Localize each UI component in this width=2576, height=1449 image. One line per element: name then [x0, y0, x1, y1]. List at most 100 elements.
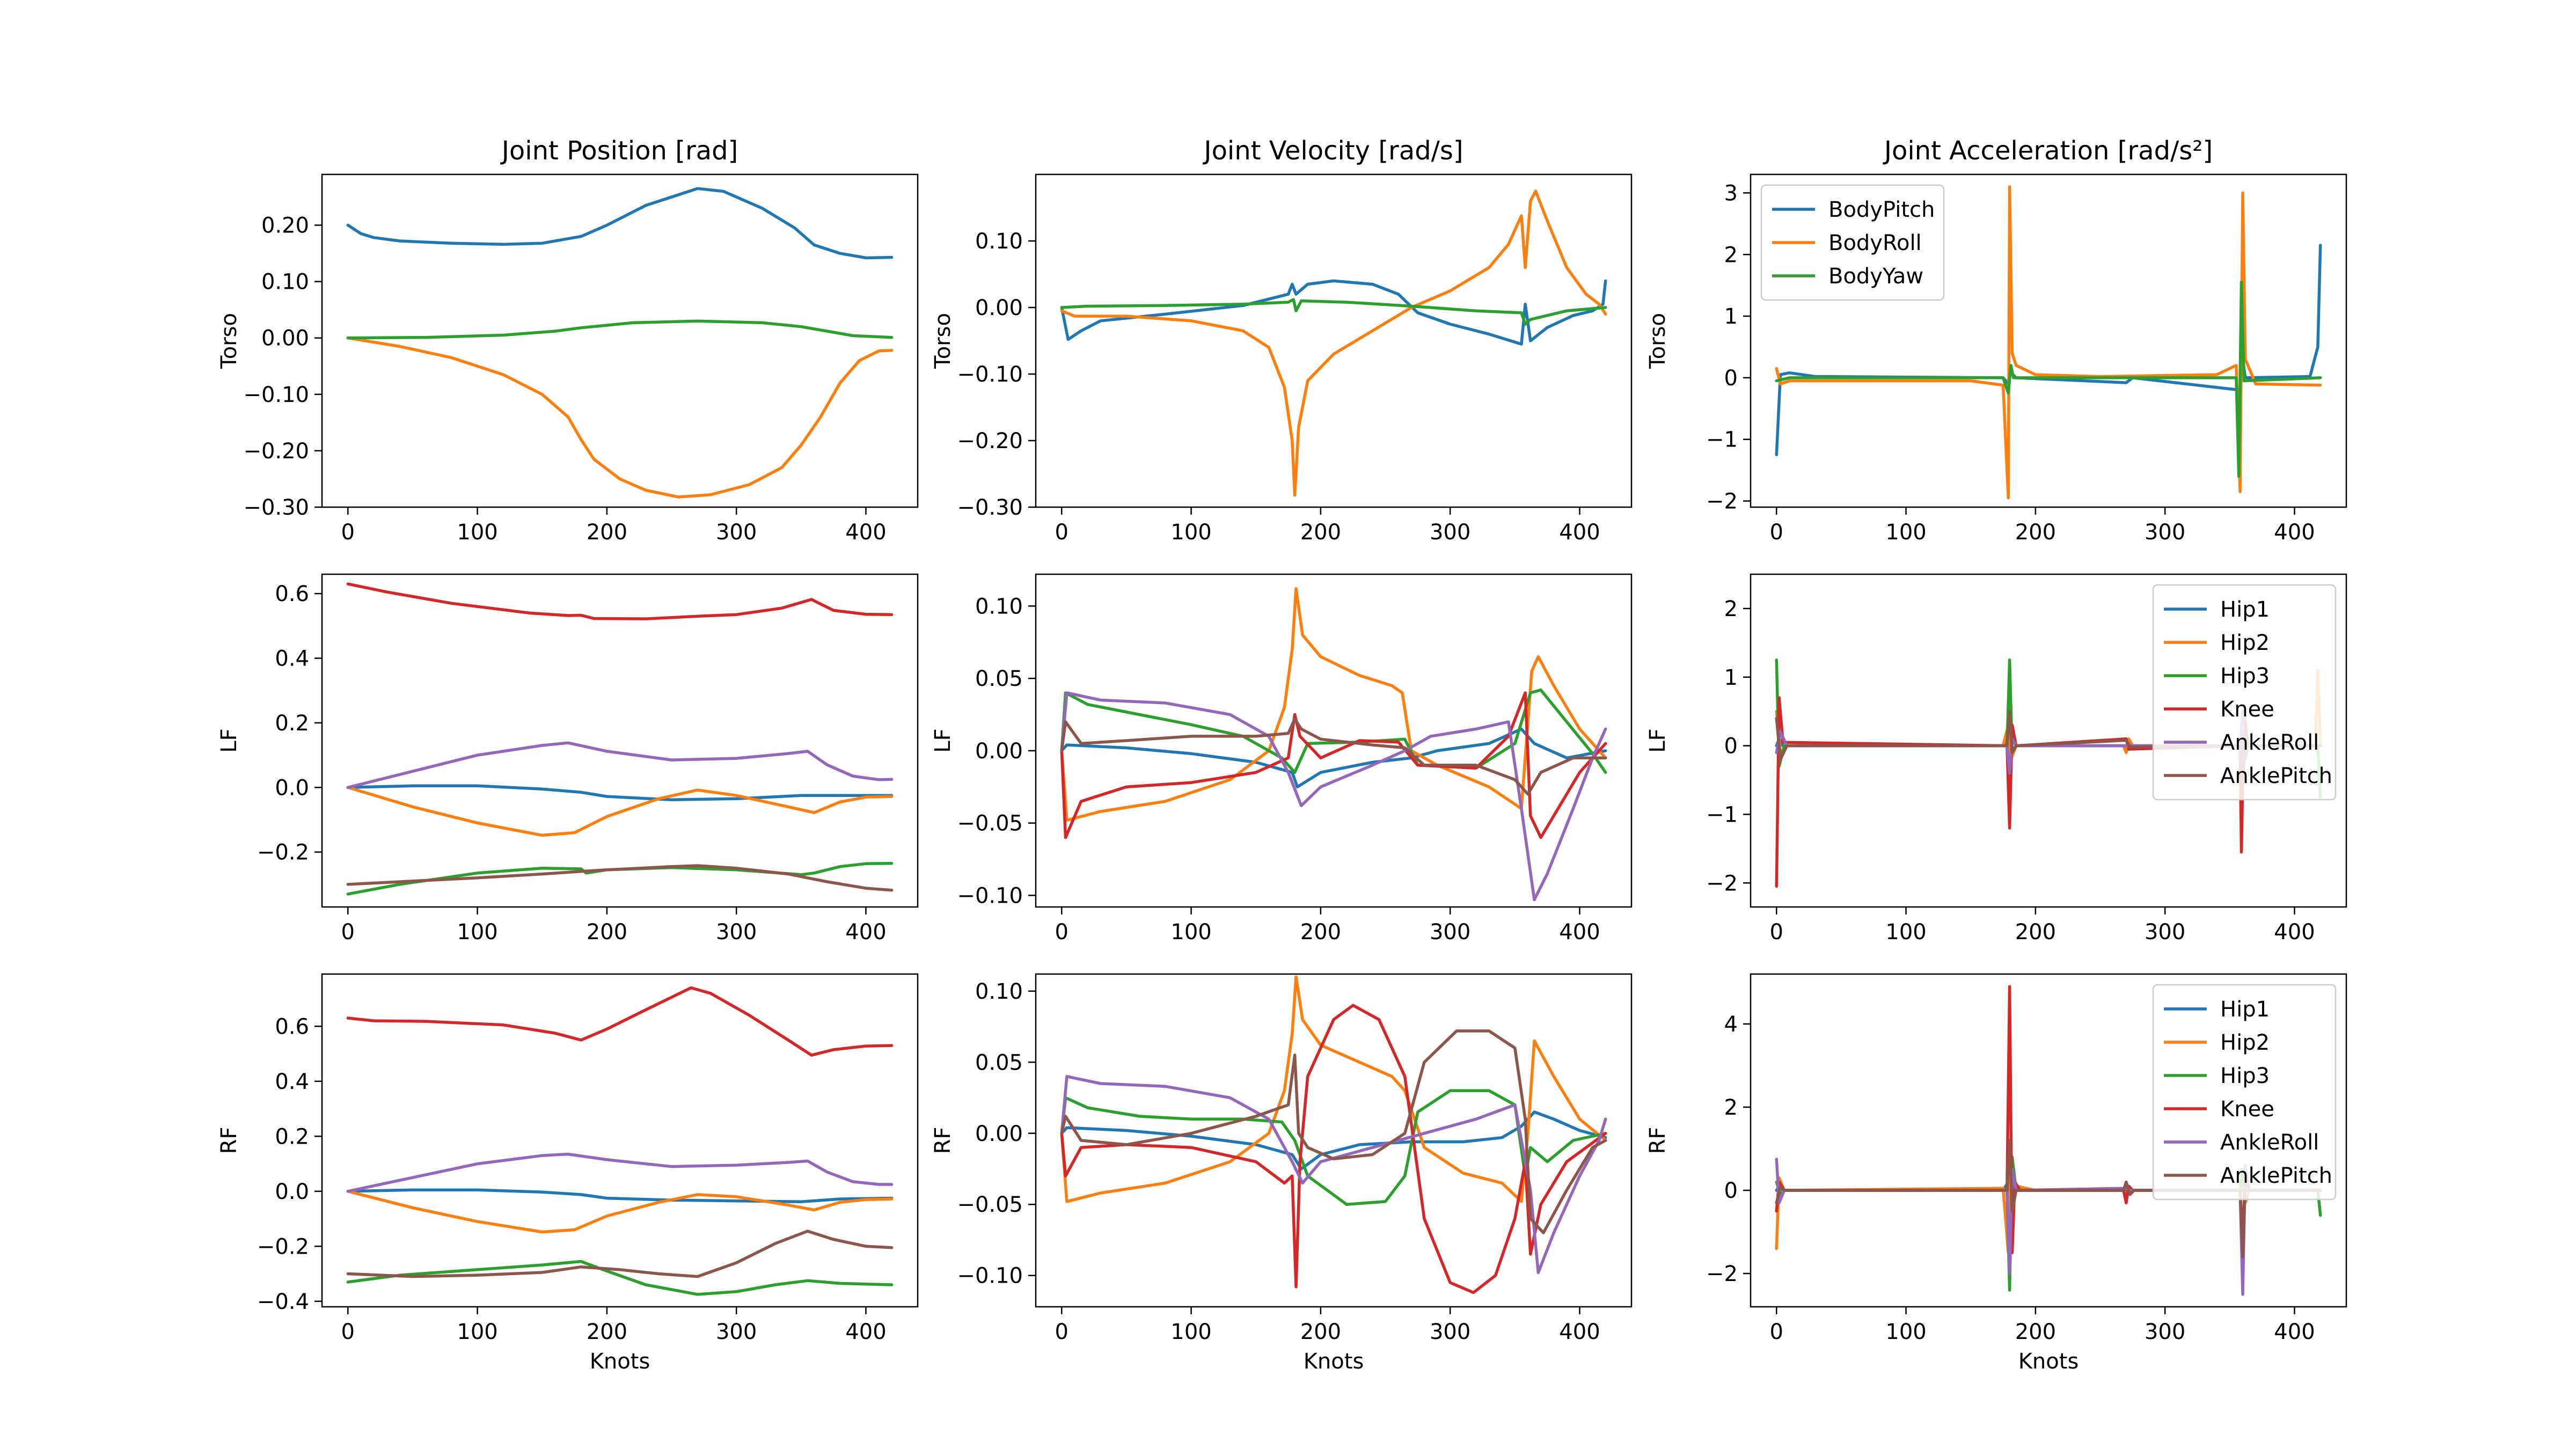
- y-axis-label: RF: [217, 1127, 241, 1154]
- series-line-bodyroll: [1775, 185, 2322, 500]
- series-line-bodyroll: [1060, 189, 1607, 497]
- y-tick-label: −1: [1706, 802, 1738, 827]
- series-line-ankleroll: [346, 741, 894, 789]
- legend-label: Hip2: [2220, 631, 2270, 655]
- subplot-5: 0 100 200 300 400 −0.10 −0.05 0.00 0.05 0.10 LF: [931, 573, 1633, 945]
- subplot-6: 0 100 200 300 400 −2 −1 0 1 2 LF Hip1 Hip2 Hip3 Knee An…: [1645, 573, 2347, 945]
- series-line-hip2: [346, 1190, 894, 1234]
- y-tick-label: 1: [1724, 665, 1738, 690]
- x-tick-label: 400: [845, 1320, 886, 1344]
- legend: BodyPitch BodyRoll BodyYaw: [1760, 184, 1945, 301]
- series-line-knee: [346, 986, 894, 1057]
- y-axis-label: RF: [931, 1127, 955, 1154]
- y-tick-label: 2: [1724, 243, 1738, 267]
- y-tick-label: 0.0: [275, 1180, 309, 1204]
- legend-label: BodyPitch: [1828, 197, 1935, 222]
- x-tick-label: 300: [1430, 920, 1470, 945]
- legend-box: [1760, 184, 1945, 301]
- legend: Hip1 Hip2 Hip3 Knee AnkleRoll AnklePitch: [2152, 984, 2337, 1201]
- y-tick-label: 0: [1724, 734, 1738, 759]
- x-tick-label: 200: [2015, 920, 2056, 945]
- x-tick-label: 200: [1300, 520, 1341, 545]
- legend-label: AnklePitch: [2220, 1163, 2332, 1188]
- series-line-hip1: [346, 1188, 894, 1204]
- y-tick-label: −2: [1706, 489, 1738, 514]
- series-line-bodypitch: [1775, 244, 2322, 457]
- y-tick-label: 2: [1724, 1095, 1738, 1120]
- axes-frame: [1035, 573, 1633, 908]
- series-line-anklepitch: [1060, 1029, 1607, 1234]
- y-tick-label: −0.10: [243, 383, 309, 407]
- y-tick-label: 0.4: [275, 647, 309, 671]
- series-line-hip1: [346, 784, 894, 801]
- series-line-ankleroll: [1060, 1075, 1607, 1275]
- legend-label: Hip1: [2220, 997, 2270, 1022]
- x-tick-label: 300: [2145, 920, 2185, 945]
- series-line-anklepitch: [1775, 1139, 2322, 1258]
- y-axis-label: LF: [931, 728, 955, 752]
- series-line-hip2: [346, 786, 894, 837]
- y-tick-label: −0.05: [957, 1192, 1023, 1217]
- x-tick-label: 100: [1170, 920, 1211, 945]
- y-tick-label: 0.2: [275, 1124, 309, 1149]
- x-axis-label: Knots: [590, 1349, 650, 1374]
- legend-label: BodyYaw: [1828, 264, 1923, 289]
- x-tick-label: 100: [1885, 520, 1926, 545]
- x-tick-label: 0: [1770, 920, 1783, 945]
- subplot-title: Joint Acceleration [rad/s²]: [1883, 136, 2213, 166]
- x-tick-label: 300: [1430, 1320, 1470, 1344]
- series-line-bodyyaw: [1060, 298, 1607, 326]
- x-tick-label: 200: [587, 520, 627, 545]
- x-tick-label: 200: [1300, 920, 1341, 945]
- axes-frame: [1750, 973, 2347, 1308]
- x-tick-label: 0: [1770, 1320, 1783, 1344]
- y-tick-label: 0.00: [975, 739, 1023, 764]
- y-tick-label: 2: [1724, 597, 1738, 621]
- x-tick-label: 0: [1055, 1320, 1069, 1344]
- series-line-knee: [346, 582, 894, 620]
- legend-label: Hip1: [2220, 597, 2270, 622]
- x-tick-label: 100: [457, 520, 497, 545]
- x-tick-label: 0: [1055, 920, 1069, 945]
- y-tick-label: −0.10: [957, 362, 1023, 387]
- series-line-bodyroll: [346, 336, 894, 499]
- y-tick-label: 0.10: [261, 270, 309, 295]
- series-line-bodypitch: [1060, 279, 1607, 346]
- x-tick-label: 300: [2145, 520, 2185, 545]
- axes-frame: [321, 973, 919, 1308]
- x-tick-label: 200: [1300, 1320, 1341, 1344]
- y-tick-label: 0.10: [975, 594, 1023, 619]
- series-line-anklepitch: [346, 864, 894, 892]
- y-tick-label: 0.0: [275, 775, 309, 800]
- y-tick-label: 0.10: [975, 229, 1023, 254]
- x-tick-label: 400: [845, 520, 886, 545]
- y-tick-label: 0.05: [975, 667, 1023, 691]
- y-tick-label: 1: [1724, 304, 1738, 329]
- y-tick-label: −2: [1706, 871, 1738, 896]
- x-tick-label: 0: [341, 1320, 355, 1344]
- y-axis-label: LF: [217, 728, 241, 752]
- subplot-9: 0 100 200 300 400 −2 0 2 4 RF Knots Hip1 Hip2 Hip3 Kne…: [1645, 973, 2347, 1374]
- series-line-bodypitch: [346, 187, 894, 260]
- series-line-hip1: [1060, 1110, 1607, 1170]
- y-axis-label: LF: [1645, 728, 1670, 752]
- x-tick-label: 300: [2145, 1320, 2185, 1344]
- axes-frame: [1035, 973, 1633, 1308]
- y-tick-label: −0.30: [957, 495, 1023, 520]
- axes-frame: [1750, 173, 2347, 508]
- y-tick-label: 0.00: [975, 296, 1023, 320]
- y-tick-label: −0.2: [257, 840, 309, 865]
- legend-label: Knee: [2220, 1097, 2274, 1122]
- y-axis-label: Torso: [931, 313, 955, 369]
- x-tick-label: 200: [2015, 1320, 2056, 1344]
- y-tick-label: −0.2: [257, 1234, 309, 1259]
- y-tick-label: −0.10: [957, 883, 1023, 908]
- x-tick-label: 0: [341, 920, 355, 945]
- x-tick-label: 300: [716, 920, 757, 945]
- x-tick-label: 0: [1770, 520, 1783, 545]
- series-line-anklepitch: [346, 1230, 894, 1278]
- y-tick-label: 0.20: [261, 214, 309, 238]
- legend-label: AnkleRoll: [2220, 730, 2319, 755]
- series-line-ankleroll: [346, 1152, 894, 1193]
